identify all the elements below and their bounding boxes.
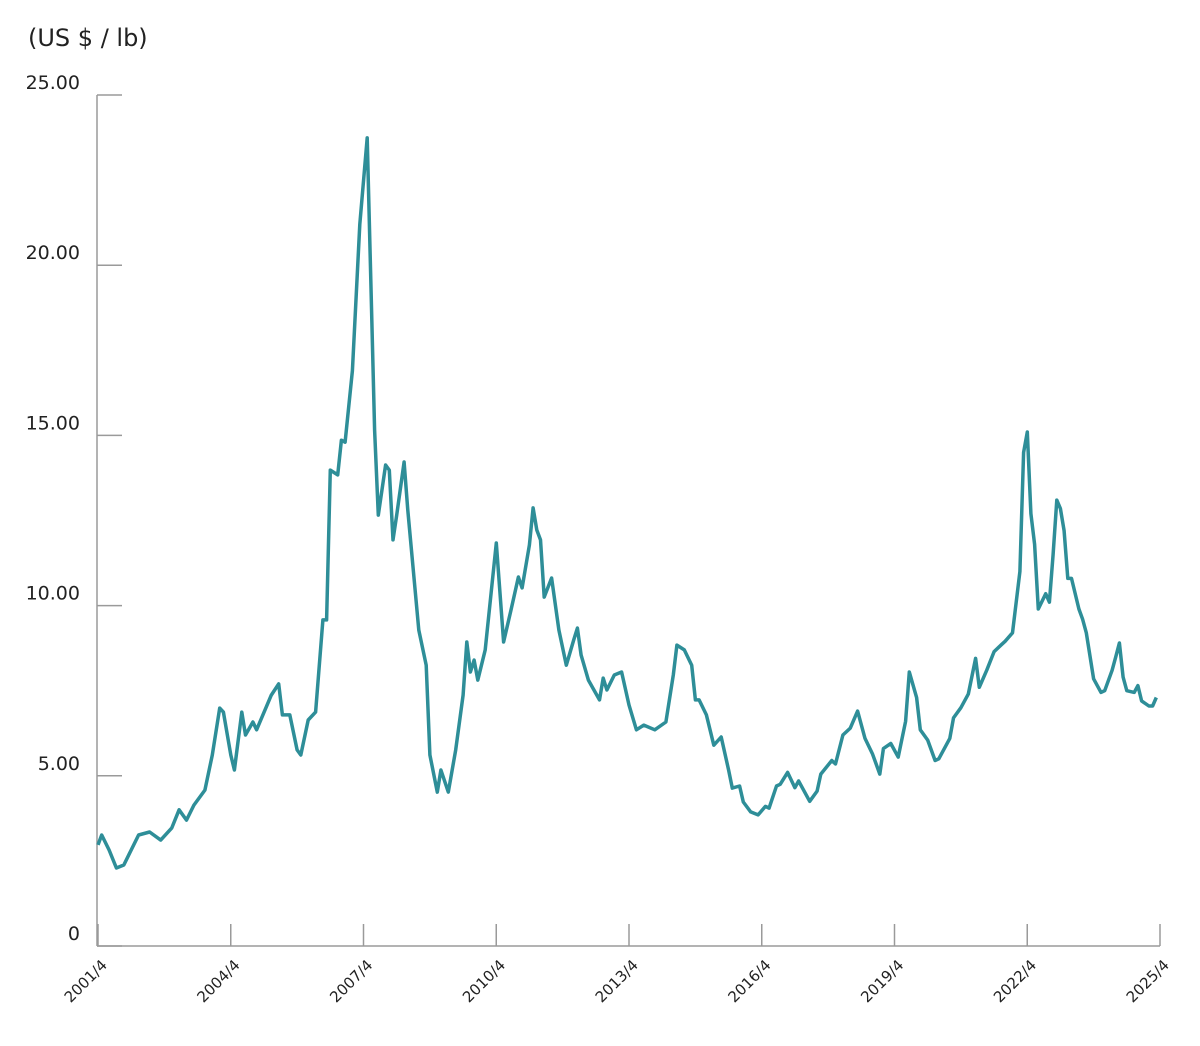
price-line [96,136,1158,870]
y-tick-label: 5.00 [38,753,80,775]
x-tick-label: 2007/4 [326,956,376,1006]
y-tick-label: 20.00 [26,242,80,264]
y-tick-label: 25.00 [26,72,80,94]
x-tick-label: 2022/4 [990,956,1040,1006]
x-tick-label: 2025/4 [1123,956,1173,1006]
x-tick-label: 2019/4 [857,956,907,1006]
axis-unit-title: (US $ / lb) [28,24,148,52]
x-tick-label: 2001/4 [61,956,111,1006]
x-tick-label: 2016/4 [725,956,775,1006]
x-tick-label: 2010/4 [459,956,509,1006]
x-tick-label: 2004/4 [194,956,244,1006]
y-tick-label: 15.00 [26,412,80,434]
y-tick-label: 0 [68,923,80,945]
x-tick-label: 2013/4 [592,956,642,1006]
y-tick-label: 10.00 [26,583,80,605]
